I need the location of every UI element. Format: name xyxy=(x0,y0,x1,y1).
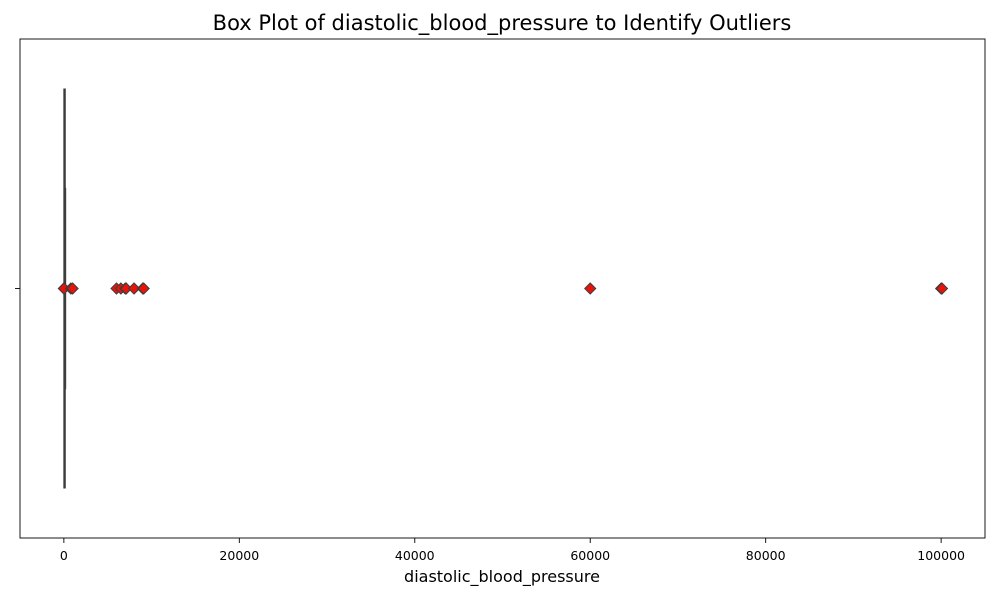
outlier-point xyxy=(66,282,79,295)
x-tick-label: 0 xyxy=(60,548,68,563)
outlier-point xyxy=(935,282,949,295)
outlier-point xyxy=(127,282,141,295)
chart-title: Box Plot of diastolic_blood_pressure to … xyxy=(213,11,792,36)
outliers-group xyxy=(57,282,949,295)
outlier-point xyxy=(137,282,150,295)
plot-frame xyxy=(19,38,986,539)
x-tick-label: 20000 xyxy=(219,548,259,563)
x-tick-label: 40000 xyxy=(395,548,435,563)
x-tick-label: 60000 xyxy=(570,548,610,563)
x-axis-label: diastolic_blood_pressure xyxy=(404,567,600,587)
x-axis-ticks: 0 20000 40000 60000 80000 100000 xyxy=(60,538,965,563)
outlier-point xyxy=(584,282,597,295)
x-tick-label: 100000 xyxy=(917,548,965,563)
x-tick-label: 80000 xyxy=(746,548,786,563)
